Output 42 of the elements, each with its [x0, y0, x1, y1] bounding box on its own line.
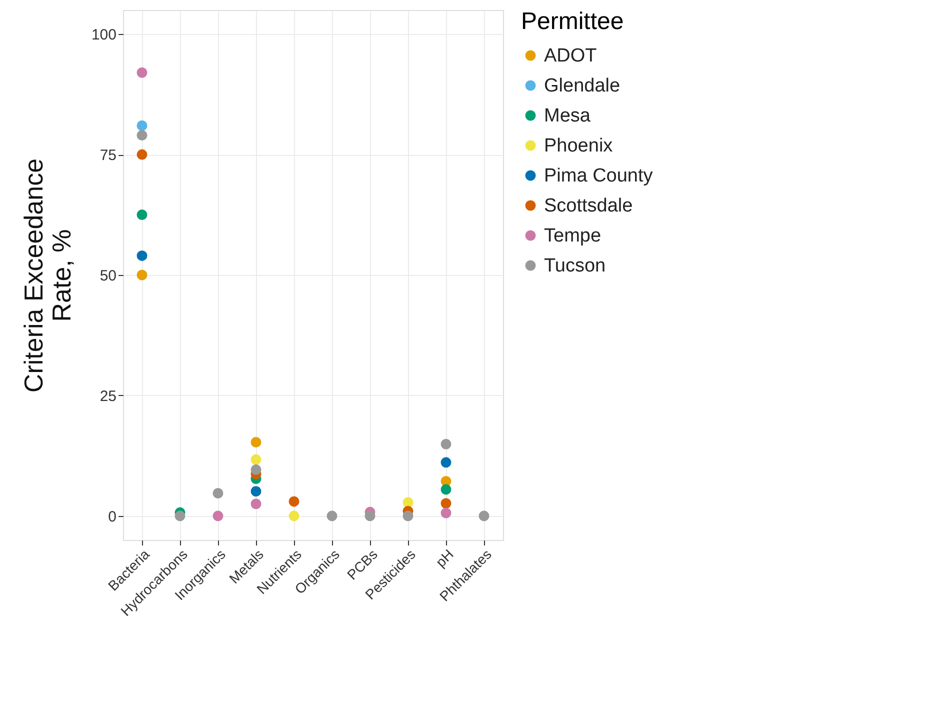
- legend-label: Phoenix: [544, 136, 614, 156]
- point: [136, 270, 148, 280]
- point: [136, 149, 148, 160]
- point: [250, 454, 262, 465]
- point: [136, 130, 148, 141]
- point: [478, 510, 490, 522]
- point: [212, 510, 224, 522]
- legend-title: Permittee: [521, 8, 624, 35]
- legend-label: Tempe: [544, 226, 602, 246]
- point: [402, 510, 414, 522]
- point: [250, 498, 262, 510]
- point: [440, 457, 452, 468]
- point: [288, 510, 300, 522]
- point: [288, 496, 300, 507]
- point: [250, 486, 262, 497]
- point: [326, 510, 338, 522]
- legend-label: Pima County: [544, 166, 654, 186]
- point: [174, 510, 186, 522]
- point: [402, 497, 414, 508]
- point: [440, 484, 452, 495]
- legend-label: Glendale: [544, 76, 620, 96]
- y-tick-label: 25: [100, 388, 116, 405]
- point: [212, 488, 224, 498]
- y-tick-label: 0: [108, 508, 116, 526]
- point: [136, 250, 148, 261]
- point: [364, 510, 376, 522]
- legend-label: Mesa: [544, 106, 591, 126]
- legend-label: Scottsdale: [544, 196, 633, 216]
- point: [136, 67, 148, 78]
- point: [136, 120, 148, 131]
- y-axis-title: Criteria Exceedance Rate, %: [18, 158, 76, 393]
- point: [250, 464, 262, 475]
- legend-label: ADOT: [544, 46, 598, 66]
- y-tick-label: 75: [100, 147, 116, 164]
- y-tick-label: 100: [91, 26, 116, 44]
- point: [136, 210, 148, 220]
- point: [440, 498, 452, 509]
- point: [440, 508, 452, 518]
- point: [250, 436, 262, 448]
- legend-label: Tucson: [544, 256, 606, 276]
- y-tick-label: 50: [100, 268, 116, 284]
- point: [440, 438, 452, 450]
